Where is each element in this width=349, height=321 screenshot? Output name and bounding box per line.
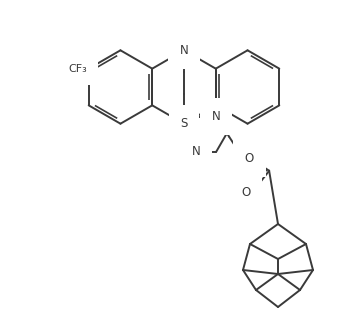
Text: O: O [241, 186, 250, 199]
Text: N: N [192, 145, 200, 158]
Text: CF₃: CF₃ [68, 64, 87, 74]
Text: S: S [180, 117, 188, 130]
Text: N: N [212, 110, 221, 123]
Text: O: O [245, 152, 254, 165]
Text: N: N [180, 44, 188, 57]
